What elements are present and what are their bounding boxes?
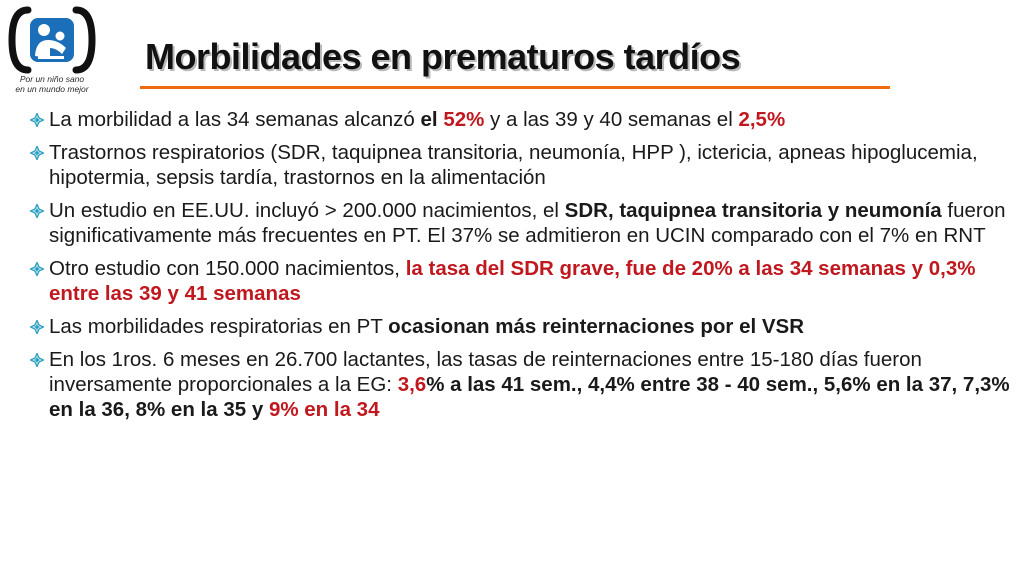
- bullet-item: Trastornos respiratorios (SDR, taquipnea…: [30, 140, 1015, 190]
- bullet-list: La morbilidad a las 34 semanas alcanzó e…: [30, 107, 1015, 430]
- diamond-bullet-icon: [30, 204, 44, 218]
- bullet-text-segment: En los 1ros. 6 meses en 26.700 lactantes…: [49, 348, 922, 396]
- bullet-text-segment: 3,6: [397, 373, 427, 396]
- bullet-item: Un estudio en EE.UU. incluyó > 200.000 n…: [30, 198, 1015, 248]
- bullet-text-segment: Las morbilidades respiratorias en PT: [49, 315, 389, 338]
- bullet-text-segment: el: [420, 108, 438, 131]
- bullet-item: En los 1ros. 6 meses en 26.700 lactantes…: [30, 347, 1015, 422]
- bullet-text-segment: Otro estudio con 150.000 nacimientos,: [49, 257, 406, 280]
- diamond-bullet-icon: [30, 146, 44, 160]
- logo-caption-line2: en un mundo mejor: [15, 84, 89, 94]
- bullet-text-segment: 9% en la 34: [268, 398, 380, 421]
- bullet-text-segment: y a las 39 y 40 semanas el: [484, 108, 739, 131]
- diamond-bullet-icon: [30, 113, 44, 127]
- bullet-text-segment: SDR, taquipnea transitoria y neumonía: [564, 199, 942, 222]
- bullet-item: Las morbilidades respiratorias en PT oca…: [30, 314, 1015, 339]
- diamond-bullet-icon: [30, 320, 44, 334]
- bullet-text-segment: fueron significativamente más frecuentes…: [49, 199, 1006, 247]
- bullet-item: La morbilidad a las 34 semanas alcanzó e…: [30, 107, 1015, 132]
- bullet-text-segment: 2,5%: [738, 108, 786, 131]
- bullet-text-segment: La morbilidad a las 34 semanas alcanzó: [49, 108, 421, 131]
- mother-child-icon: [8, 6, 96, 74]
- bullet-text-segment: Un estudio en EE.UU. incluyó > 200.000 n…: [49, 199, 565, 222]
- diamond-bullet-icon: [30, 353, 44, 367]
- bullet-text-segment: la tasa del SDR grave, fue de 20% a las …: [49, 257, 976, 305]
- bullet-text-segment: 52%: [443, 108, 485, 131]
- page-title: Morbilidades en prematuros tardíos: [145, 36, 741, 77]
- bullet-text-segment: % a las 41 sem., 4,4% entre 38 - 40 sem.…: [49, 373, 1010, 421]
- bullet-text-segment: Trastornos respiratorios (SDR, taquipnea…: [49, 141, 978, 189]
- bullet-text-segment: ocasionan más reinternaciones por el VSR: [388, 315, 805, 338]
- bullet-item: Otro estudio con 150.000 nacimientos, la…: [30, 256, 1015, 306]
- logo-caption-line1: Por un niño sano: [19, 74, 85, 84]
- diamond-bullet-icon: [30, 262, 44, 276]
- title-underline: [140, 86, 890, 89]
- logo: [8, 6, 96, 98]
